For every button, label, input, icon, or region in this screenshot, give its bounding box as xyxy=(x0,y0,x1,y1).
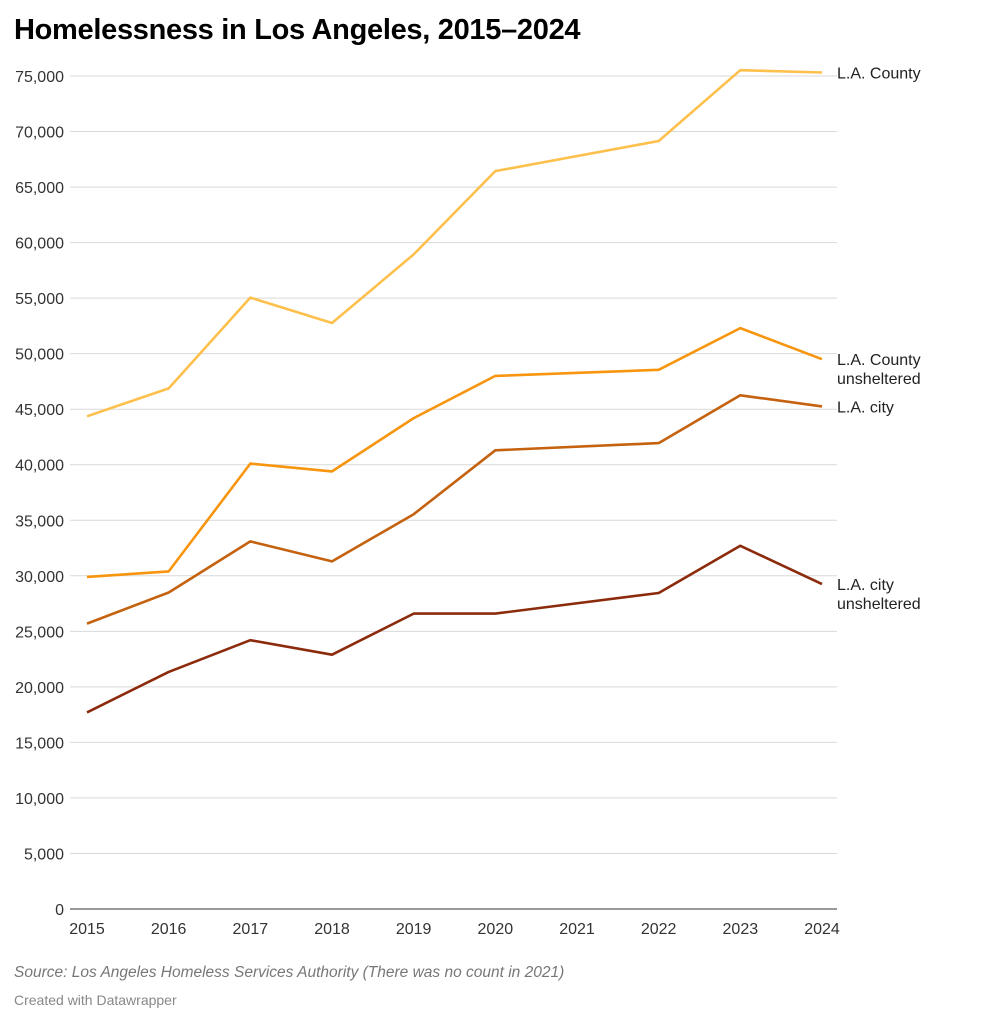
series-label: L.A. County xyxy=(837,66,921,83)
x-tick-label: 2023 xyxy=(723,921,759,938)
x-tick-label: 2020 xyxy=(478,921,514,938)
x-tick-label: 2024 xyxy=(804,921,840,938)
credit-note: Created with Datawrapper xyxy=(14,992,177,1008)
series-label: unsheltered xyxy=(837,371,921,388)
y-tick-label: 10,000 xyxy=(15,791,64,808)
x-tick-label: 2022 xyxy=(641,921,677,938)
series-line xyxy=(86,544,823,714)
y-tick-label: 35,000 xyxy=(15,513,64,530)
line-chart: 0 5,000 10,000 15,000 20,000 25,000 30,000 35,0… xyxy=(15,66,921,938)
series-labels: L.A. County L.A. County unsheltered L.A. ci… xyxy=(837,66,921,614)
y-tick-label: 5,000 xyxy=(24,846,64,863)
y-tick-label: 55,000 xyxy=(15,291,64,308)
x-tick-label: 2021 xyxy=(559,921,595,938)
series-line xyxy=(86,326,823,579)
y-tick-label: 50,000 xyxy=(15,347,64,364)
y-tick-label: 0 xyxy=(55,902,64,919)
y-tick-label: 30,000 xyxy=(15,569,64,586)
series-line xyxy=(86,393,823,625)
x-tick-label: 2019 xyxy=(396,921,432,938)
y-tick-label: 40,000 xyxy=(15,458,64,475)
y-tick-label: 20,000 xyxy=(15,680,64,697)
y-tick-label: 65,000 xyxy=(15,180,64,197)
source-note: Source: Los Angeles Homeless Services Au… xyxy=(14,964,565,981)
y-axis-ticks: 0 5,000 10,000 15,000 20,000 25,000 30,000 35,0… xyxy=(15,69,64,919)
x-tick-label: 2018 xyxy=(314,921,350,938)
y-tick-label: 75,000 xyxy=(15,69,64,86)
x-tick-label: 2017 xyxy=(233,921,269,938)
y-tick-label: 60,000 xyxy=(15,236,64,253)
series-line xyxy=(86,68,823,418)
series-label: L.A. city xyxy=(837,399,894,416)
chart-title: Homelessness in Los Angeles, 2015–2024 xyxy=(14,14,581,46)
series-lines xyxy=(86,68,823,714)
x-tick-label: 2015 xyxy=(69,921,105,938)
series-label: L.A. city xyxy=(837,577,894,594)
y-tick-label: 70,000 xyxy=(15,125,64,142)
x-tick-label: 2016 xyxy=(151,921,187,938)
series-label: unsheltered xyxy=(837,596,921,613)
y-tick-label: 45,000 xyxy=(15,402,64,419)
series-label: L.A. County xyxy=(837,352,921,369)
y-tick-label: 15,000 xyxy=(15,735,64,752)
y-tick-label: 25,000 xyxy=(15,624,64,641)
gridlines xyxy=(70,75,837,910)
x-axis-ticks: 2015 2016 2017 2018 2019 2020 2021 2022 2023 2024 xyxy=(69,921,840,938)
